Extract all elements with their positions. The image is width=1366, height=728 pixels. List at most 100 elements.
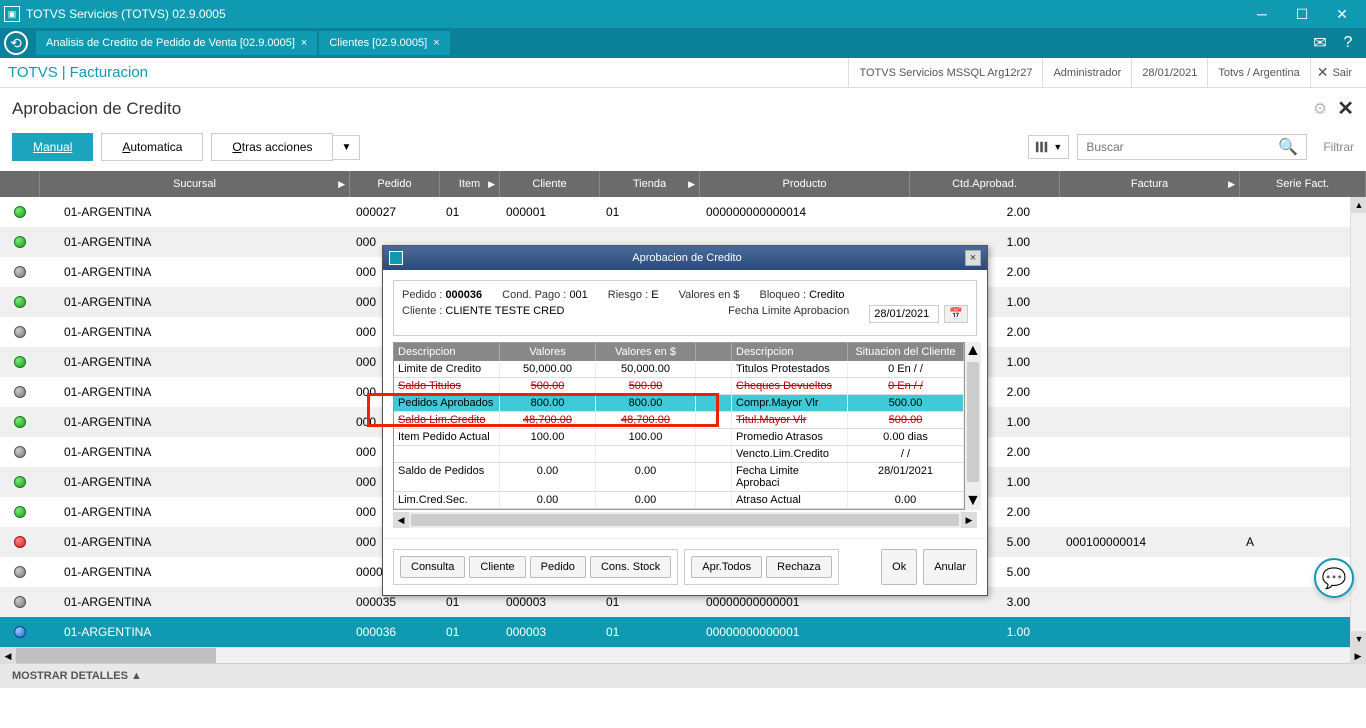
tab-bar: ⟲ Analisis de Credito de Pedido de Venta… [0,28,1366,58]
minimize-button[interactable]: ─ [1242,0,1282,28]
dropdown-arrow-icon[interactable]: ▼ [333,135,360,160]
col-sucursal[interactable]: Sucursal▶ [40,171,350,197]
scroll-down-icon[interactable]: ▼ [1351,631,1366,647]
modal-grid-row[interactable]: Vencto.Lim.Credito/ / [394,446,964,463]
cell-sucursal: 01-ARGENTINA [40,445,350,459]
modal-grid-row[interactable]: Lim.Cred.Sec.0.000.00Atraso Actual0.00 [394,492,964,509]
back-icon[interactable]: ⟲ [4,31,28,55]
table-row[interactable]: 01-ARGENTINA0000270100000101000000000000… [0,197,1366,227]
scroll-up-icon[interactable]: ▲ [1351,197,1366,213]
modal-grid-header: Descripcion Valores Valores en $ Descrip… [394,343,964,361]
cons-stock-button[interactable]: Cons. Stock [590,556,671,578]
col-item[interactable]: Item▶ [440,171,500,197]
app-icon: ▣ [4,6,20,22]
chevron-up-icon: ▲ [131,670,142,682]
col-status [0,171,40,197]
cell-sucursal: 01-ARGENTINA [40,325,350,339]
page-close-icon[interactable]: ✕ [1337,96,1354,121]
filter-link[interactable]: Filtrar [1323,140,1354,154]
show-details-toggle[interactable]: MOSTRAR DETALLES ▲ [0,663,1366,688]
modal-vscrollbar[interactable]: ▲ ▼ [965,342,981,510]
modal-grid-row[interactable]: Saldo Lim.Credito48,700.0048,700.00Titul… [394,412,964,429]
exit-button[interactable]: ✕Sair [1310,58,1358,87]
chat-bubble-icon[interactable]: 💬 [1314,558,1354,598]
col-producto[interactable]: Producto [700,171,910,197]
search-input[interactable] [1078,135,1270,159]
cell-pedido: 000035 [350,595,440,609]
help-icon[interactable]: ? [1334,29,1362,57]
pedido-button[interactable]: Pedido [530,556,586,578]
tab-label: Clientes [02.9.0005] [329,37,427,49]
scroll-up-icon[interactable]: ▲ [965,342,981,360]
horizontal-scrollbar[interactable]: ◀ ▶ [0,647,1366,663]
modal-grid-row[interactable]: Saldo Titulos500.00500.00Cheques Devuelt… [394,378,964,395]
apr-todos-button[interactable]: Apr.Todos [691,556,762,578]
tab-analisis[interactable]: Analisis de Credito de Pedido de Venta [… [36,31,317,55]
cell-sucursal: 01-ARGENTINA [40,415,350,429]
col-serie[interactable]: Serie Fact. [1240,171,1366,197]
cell-tienda: 01 [600,205,700,219]
cell-sucursal: 01-ARGENTINA [40,565,350,579]
scroll-left-icon[interactable]: ◀ [393,512,409,528]
breadcrumb-app: TOTVS [8,64,58,81]
scroll-thumb[interactable] [967,362,979,482]
scroll-thumb[interactable] [16,648,216,663]
modal-grid-row[interactable]: Limite de Credito50,000.0050,000.00Titul… [394,361,964,378]
cell-sucursal: 01-ARGENTINA [40,505,350,519]
search-icon[interactable]: 🔍 [1270,137,1306,157]
status-user: Administrador [1042,58,1131,87]
status-env: TOTVS Servicios MSSQL Arg12r27 [848,58,1042,87]
table-row[interactable]: 01-ARGENTINA0000360100000301000000000000… [0,617,1366,647]
tab-label: Analisis de Credito de Pedido de Venta [… [46,37,295,49]
calendar-icon[interactable]: 📅 [944,305,968,323]
manual-button[interactable]: Manual [12,133,93,161]
rechaza-button[interactable]: Rechaza [766,556,831,578]
modal-buttons: Consulta Cliente Pedido Cons. Stock Apr.… [383,538,987,595]
ok-button[interactable]: Ok [881,549,917,585]
otras-acciones-button[interactable]: Otras acciones [211,133,333,161]
modal-grid-row[interactable]: Pedidos Aprobados800.00800.00Compr.Mayor… [394,395,964,412]
cell-producto: 000000000000014 [700,205,910,219]
automatica-button[interactable]: Automatica [101,133,203,161]
modal-grid: Descripcion Valores Valores en $ Descrip… [393,342,965,510]
cell-cliente: 000003 [500,595,600,609]
status-dot [14,266,26,278]
modal-icon [389,251,403,265]
mail-icon[interactable]: ✉ [1306,29,1334,57]
consulta-button[interactable]: Consulta [400,556,465,578]
gear-icon[interactable]: ⚙ [1313,99,1327,119]
col-cliente[interactable]: Cliente [500,171,600,197]
scroll-right-icon[interactable]: ▶ [1350,648,1366,664]
cell-item: 01 [440,205,500,219]
col-ctd[interactable]: Ctd.Aprobad. [910,171,1060,197]
modal-close-icon[interactable]: × [965,250,981,266]
maximize-button[interactable]: ☐ [1282,0,1322,28]
anular-button[interactable]: Anular [923,549,977,585]
col-tienda[interactable]: Tienda▶ [600,171,700,197]
cell-cliente: 000003 [500,625,600,639]
status-branch: Totvs / Argentina [1207,58,1309,87]
cell-ctd: 2.00 [910,205,1060,219]
modal-grid-row[interactable]: Item Pedido Actual100.00100.00Promedio A… [394,429,964,446]
page-header: Aprobacion de Credito ⚙ ✕ [0,88,1366,129]
cell-sucursal: 01-ARGENTINA [40,205,350,219]
cell-producto: 00000000000001 [700,625,910,639]
cliente-button[interactable]: Cliente [469,556,525,578]
search-box: 🔍 [1077,134,1307,160]
view-switch-button[interactable]: ▼ [1028,135,1069,159]
tab-close-icon[interactable]: × [433,37,439,49]
scroll-right-icon[interactable]: ▶ [961,512,977,528]
close-button[interactable]: ✕ [1322,0,1362,28]
status-dot [14,506,26,518]
modal-hscrollbar[interactable]: ◀ ▶ [393,512,977,528]
modal-grid-row[interactable]: Saldo de Pedidos0.000.00Fecha Limite Apr… [394,463,964,492]
col-pedido[interactable]: Pedido [350,171,440,197]
scroll-thumb[interactable] [411,514,959,526]
scroll-left-icon[interactable]: ◀ [0,648,16,664]
tab-clientes[interactable]: Clientes [02.9.0005] × [319,31,449,55]
scroll-down-icon[interactable]: ▼ [965,492,981,510]
tab-close-icon[interactable]: × [301,37,307,49]
cell-ctd: 3.00 [910,595,1060,609]
col-factura[interactable]: Factura▶ [1060,171,1240,197]
date-input[interactable] [869,305,939,323]
